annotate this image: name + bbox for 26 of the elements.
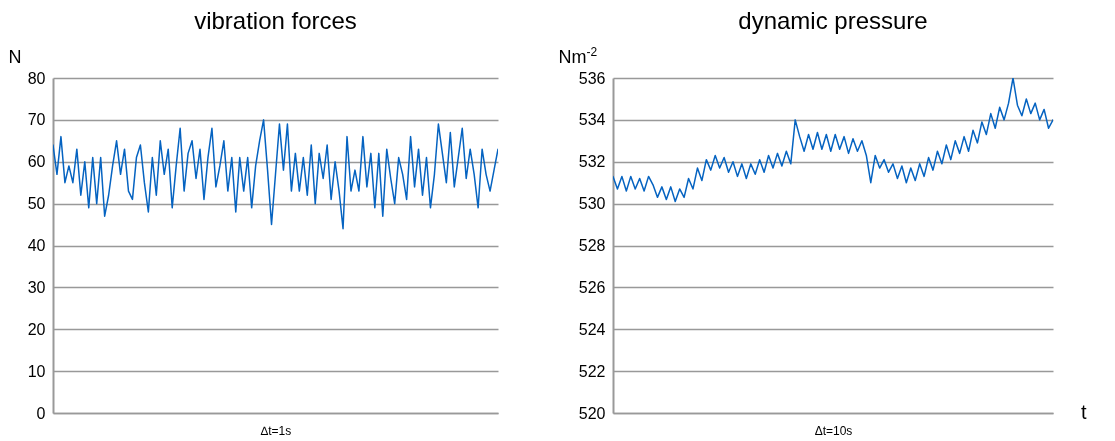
y-tick-label: 524 — [578, 320, 606, 338]
y-axis-title: N — [8, 46, 22, 67]
y-tick-label: 0 — [36, 404, 46, 422]
y-tick-label: 80 — [27, 69, 46, 87]
y-tick-label: 10 — [27, 362, 46, 380]
x-axis-title: Δt=10s — [814, 423, 853, 438]
line-series — [53, 119, 498, 230]
y-tick-label: 526 — [578, 278, 606, 296]
chart-title: dynamic pressure — [738, 7, 928, 34]
y-tick-label: 40 — [27, 237, 46, 254]
x-axis-title: ∆t=1s — [260, 423, 292, 438]
y-tick-label: 70 — [27, 111, 46, 129]
y-tick-label: 536 — [578, 69, 606, 87]
y-tick-label: 534 — [578, 111, 606, 129]
text: t — [1081, 401, 1087, 423]
y-tick-label: 30 — [27, 278, 46, 296]
y-tick-label: 20 — [27, 320, 46, 338]
y-axis-title: Nm$^{-2}$ — [558, 44, 598, 67]
y-tick-label: 532 — [578, 153, 606, 171]
y-tick-label: 520 — [578, 404, 606, 422]
chart-title: vibration forces — [194, 7, 357, 34]
y-tick-label: 50 — [27, 195, 46, 213]
y-tick-label: 522 — [578, 362, 606, 380]
y-tick-label: 528 — [578, 237, 606, 254]
y-tick-label: 530 — [578, 195, 606, 213]
y-tick-label: 60 — [27, 153, 46, 171]
